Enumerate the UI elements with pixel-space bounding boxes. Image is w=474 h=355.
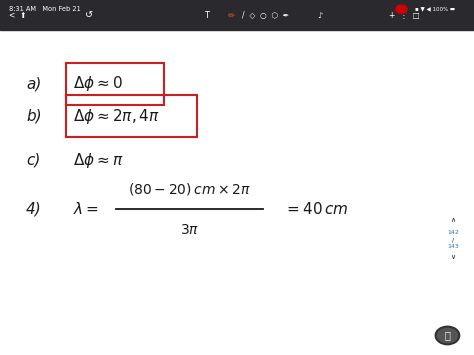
Text: /: / — [452, 237, 454, 242]
Text: 4): 4) — [26, 201, 42, 216]
Text: 8:31 AM   Mon Feb 21: 8:31 AM Mon Feb 21 — [9, 6, 81, 12]
Text: a): a) — [26, 76, 41, 91]
Text: ∧: ∧ — [451, 217, 456, 223]
Text: $\Delta\phi\approx 0$: $\Delta\phi\approx 0$ — [73, 74, 123, 93]
Bar — [66, 95, 197, 137]
Text: $\Delta\phi\approx \pi$: $\Delta\phi\approx \pi$ — [73, 151, 124, 169]
Text: $(80-20)\,cm \times 2\pi$: $(80-20)\,cm \times 2\pi$ — [128, 181, 251, 197]
Text: +  ⋮  □: + ⋮ □ — [389, 11, 419, 20]
Text: 142: 142 — [447, 230, 459, 235]
Text: 143: 143 — [447, 244, 459, 249]
Text: 🔍: 🔍 — [445, 331, 450, 340]
Bar — [66, 62, 164, 105]
Text: c): c) — [26, 153, 40, 168]
Text: $\lambda =$: $\lambda =$ — [73, 201, 99, 217]
Text: $3\pi$: $3\pi$ — [180, 223, 199, 237]
Text: $\Delta\phi\approx 2\pi,4\pi$: $\Delta\phi\approx 2\pi,4\pi$ — [73, 106, 161, 126]
Text: ∨: ∨ — [451, 255, 456, 260]
Text: <  ⬆: < ⬆ — [9, 11, 27, 20]
Text: ↺: ↺ — [85, 10, 93, 20]
Text: b): b) — [26, 109, 42, 124]
Text: /  ◇  ○  ⬡  ✒: / ◇ ○ ⬡ ✒ — [242, 11, 289, 20]
Text: $= 40\,cm$: $= 40\,cm$ — [284, 201, 349, 217]
Text: ✏: ✏ — [228, 11, 235, 20]
Text: ♪: ♪ — [318, 11, 323, 20]
Text: ▪ ▼ ◀ 100% ▬: ▪ ▼ ◀ 100% ▬ — [415, 7, 455, 12]
Text: T: T — [204, 11, 209, 20]
